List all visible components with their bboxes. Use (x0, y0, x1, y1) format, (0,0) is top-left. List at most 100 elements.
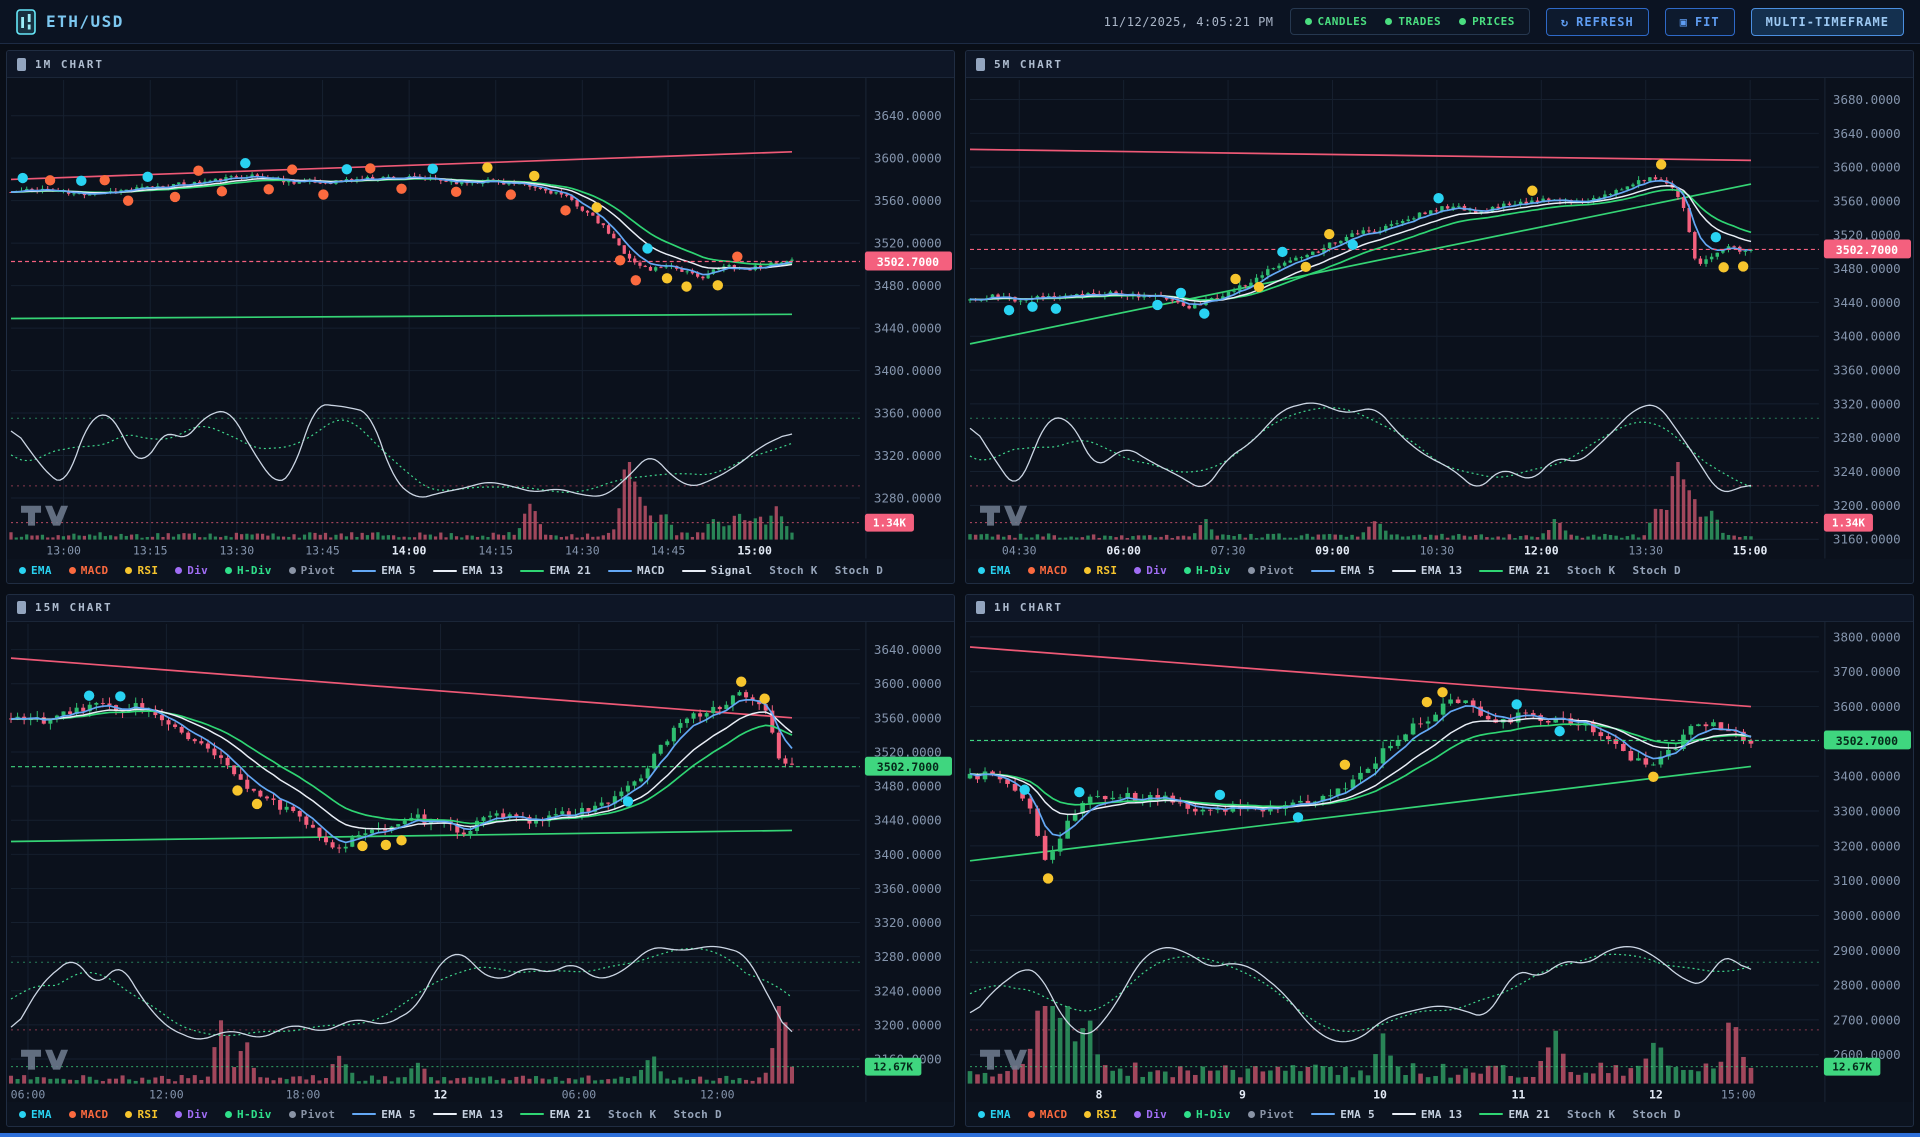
legend-item-ema[interactable]: EMA (19, 564, 52, 577)
legend-item-macd[interactable]: MACD (68, 1108, 109, 1121)
legend-item-stoch-k[interactable]: Stoch K (608, 1107, 657, 1121)
legend-item-signal[interactable]: Signal (681, 564, 753, 577)
div-swatch-icon (175, 567, 183, 574)
legend-item-ema-21[interactable]: EMA 21 (1479, 1108, 1550, 1121)
panel-1m: 1M CHART 3640.0000 3600.0000 3560.0000 3520… (6, 50, 955, 584)
chart-area-1h[interactable]: 3800.00003700.00003600.00003500.00003400… (966, 621, 1913, 1103)
legend-item-macd[interactable]: MACD (608, 564, 665, 577)
panel-icon (17, 601, 26, 614)
legend-item-div[interactable]: Div (1134, 564, 1167, 577)
legend-item-ema-13[interactable]: EMA 13 (1391, 1108, 1463, 1121)
svg-text:3280.0000: 3280.0000 (1833, 430, 1901, 445)
chart-area-1m[interactable]: 3640.0000 3600.0000 3560.0000 3520.0000 3480… (7, 78, 954, 559)
panel-icon (17, 57, 26, 71)
legend-item-ema-5[interactable]: EMA 5 (352, 564, 416, 577)
fit-button[interactable]: ▣ FIT (1664, 7, 1735, 36)
svg-text:18:00: 18:00 (286, 1087, 321, 1101)
prices-dot-icon (1459, 18, 1467, 25)
legend-item-macd[interactable]: MACD (1027, 564, 1068, 577)
multi-timeframe-button[interactable]: MULTI-TIMEFRAME (1750, 7, 1904, 36)
legend-item-div[interactable]: Div (1134, 1108, 1167, 1121)
svg-text:14:00: 14:00 (392, 544, 427, 558)
ema-13-swatch-icon (1391, 569, 1416, 572)
legend-item-h-div[interactable]: H-Div (225, 564, 272, 577)
macd-swatch-icon (1027, 567, 1035, 574)
ema-swatch-icon (978, 567, 985, 574)
legend-item-ema-13[interactable]: EMA 13 (432, 564, 504, 577)
legend-item-rsi[interactable]: RSI (1084, 1108, 1117, 1121)
chart-canvas-5m[interactable]: 3680.0000 3640.0000 3600.0000 3560.0000 3520… (966, 78, 1913, 559)
legend-item-ema-21[interactable]: EMA 21 (1479, 564, 1550, 577)
legend-item-ema[interactable]: EMA (978, 1108, 1011, 1121)
panel-header: 1H CHART (966, 594, 1913, 622)
legend-item-ema[interactable]: EMA (978, 564, 1011, 577)
svg-text:09:00: 09:00 (1315, 544, 1350, 558)
svg-text:3400.0000: 3400.0000 (874, 363, 942, 378)
svg-text:3520.0000: 3520.0000 (874, 236, 942, 251)
svg-text:3502.7000: 3502.7000 (1836, 733, 1898, 747)
panel-title: 5M CHART (994, 57, 1063, 71)
svg-text:3502.7000: 3502.7000 (877, 255, 939, 269)
rsi-swatch-icon (1084, 567, 1092, 574)
legend-item-stoch-d[interactable]: Stoch D (673, 1107, 722, 1121)
status-candles[interactable]: CANDLES (1304, 15, 1368, 28)
legend-item-ema-5[interactable]: EMA 5 (352, 1108, 416, 1121)
svg-text:13:15: 13:15 (133, 544, 168, 558)
legend-item-rsi[interactable]: RSI (1084, 564, 1117, 577)
legend-item-ema-13[interactable]: EMA 13 (432, 1108, 504, 1121)
chart-area-15m[interactable]: 3640.0000 3600.0000 3560.0000 3520.0000 3480… (7, 621, 954, 1103)
fit-icon: ▣ (1679, 14, 1688, 29)
legend-item-stoch-k[interactable]: Stoch K (769, 564, 818, 577)
eth-logo-icon (16, 8, 36, 35)
svg-text:12:00: 12:00 (149, 1087, 184, 1101)
chart-canvas-1m[interactable]: 3640.0000 3600.0000 3560.0000 3520.0000 3480… (7, 78, 954, 559)
chart-legend-1h: EMA MACD RSI Div H-Div Pivot EMA 5 EMA 13 EMA 21… (966, 1102, 1913, 1126)
status-prices[interactable]: PRICES (1459, 15, 1515, 28)
legend-item-ema-13[interactable]: EMA 13 (1391, 564, 1463, 577)
legend-item-ema-5[interactable]: EMA 5 (1311, 564, 1375, 577)
panel-icon (976, 601, 985, 614)
svg-text:13:30: 13:30 (219, 544, 254, 558)
ema-5-swatch-icon (352, 1113, 377, 1115)
legend-item-pivot[interactable]: Pivot (288, 1108, 336, 1121)
legend-item-ema[interactable]: EMA (19, 1108, 52, 1121)
svg-text:1.34K: 1.34K (1832, 517, 1866, 530)
legend-item-ema-21[interactable]: EMA 21 (520, 1108, 591, 1121)
svg-text:3640.0000: 3640.0000 (874, 642, 942, 657)
legend-item-div[interactable]: Div (175, 564, 208, 577)
ema-swatch-icon (19, 567, 26, 574)
legend-item-macd[interactable]: MACD (68, 564, 109, 577)
legend-item-h-div[interactable]: H-Div (1184, 564, 1231, 577)
ema-swatch-icon (978, 1110, 985, 1118)
legend-item-ema-21[interactable]: EMA 21 (520, 564, 591, 577)
legend-item-div[interactable]: Div (175, 1108, 208, 1121)
legend-item-stoch-k[interactable]: Stoch K (1567, 1107, 1616, 1121)
legend-item-h-div[interactable]: H-Div (225, 1108, 272, 1121)
legend-item-pivot[interactable]: Pivot (288, 564, 336, 577)
chart-canvas-15m[interactable]: 3640.0000 3600.0000 3560.0000 3520.0000 3480… (7, 621, 954, 1103)
ema-21-swatch-icon (520, 1113, 545, 1115)
legend-item-rsi[interactable]: RSI (125, 1108, 158, 1121)
legend-item-pivot[interactable]: Pivot (1247, 564, 1295, 577)
panel-15m: 15M CHART 3640.0000 3600.0000 3560.0000 352… (6, 593, 955, 1127)
legend-item-stoch-k[interactable]: Stoch K (1567, 564, 1616, 577)
legend-item-rsi[interactable]: RSI (125, 564, 158, 577)
legend-item-ema-5[interactable]: EMA 5 (1311, 1108, 1375, 1121)
svg-text:06:00: 06:00 (1106, 544, 1141, 558)
h-div-swatch-icon (1184, 1110, 1192, 1118)
svg-text:3600.0000: 3600.0000 (874, 151, 942, 166)
refresh-button[interactable]: ↻ REFRESH (1545, 7, 1649, 36)
legend-item-stoch-d[interactable]: Stoch D (834, 564, 884, 577)
legend-item-pivot[interactable]: Pivot (1247, 1108, 1295, 1121)
legend-item-macd[interactable]: MACD (1027, 1108, 1068, 1121)
bottom-accent-bar (0, 1133, 1920, 1137)
status-trades[interactable]: TRADES (1385, 15, 1441, 28)
legend-item-h-div[interactable]: H-Div (1184, 1108, 1231, 1121)
ema-13-swatch-icon (432, 569, 457, 572)
chart-canvas-1h[interactable]: 3800.00003700.00003600.00003500.00003400… (966, 621, 1913, 1103)
svg-text:3400.0000: 3400.0000 (874, 846, 942, 861)
svg-text:12:00: 12:00 (700, 1087, 735, 1101)
legend-item-stoch-d[interactable]: Stoch D (1632, 564, 1681, 577)
chart-area-5m[interactable]: 3680.0000 3640.0000 3600.0000 3560.0000 3520… (966, 78, 1913, 559)
legend-item-stoch-d[interactable]: Stoch D (1632, 1107, 1681, 1121)
